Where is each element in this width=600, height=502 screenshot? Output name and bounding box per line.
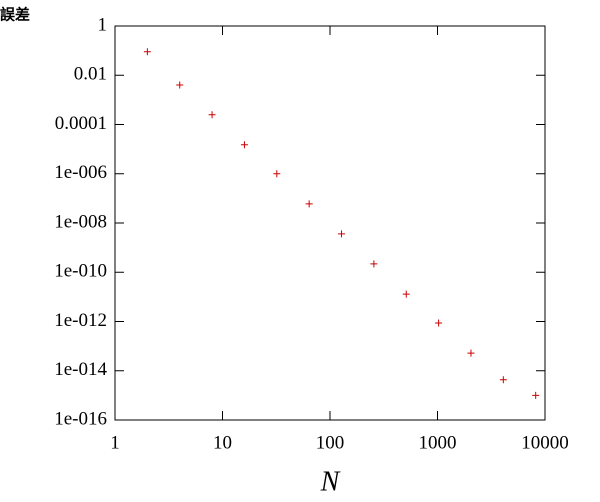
y-tick-label: 1e-016 [54,408,107,429]
y-tick-label: 1e-008 [54,211,107,232]
point [273,170,281,178]
point [499,376,507,384]
point [532,391,540,399]
y-tick-label: 1 [98,14,108,35]
point [402,290,410,298]
x-tick-label: 10000 [521,432,569,453]
x-axis-label: N [320,466,341,497]
y-tick-label: 0.0001 [55,113,107,134]
point [338,230,346,238]
point [176,81,184,89]
y-tick-label: 1e-014 [54,359,107,380]
x-tick-label: 1000 [419,432,457,453]
point [143,48,151,56]
point [208,111,216,119]
y-axis-label: 誤差 [0,6,30,24]
y-tick-label: 0.01 [74,64,107,85]
y-tick-label: 1e-010 [54,261,107,282]
x-tick-label: 100 [316,432,345,453]
point [240,141,248,149]
y-tick-label: 1e-012 [54,310,107,331]
x-tick-label: 1 [110,432,120,453]
x-tick-label: 10 [213,432,232,453]
point [370,260,378,268]
point [467,349,475,357]
y-tick-label: 1e-006 [54,162,107,183]
point [435,319,443,327]
point [305,200,313,208]
